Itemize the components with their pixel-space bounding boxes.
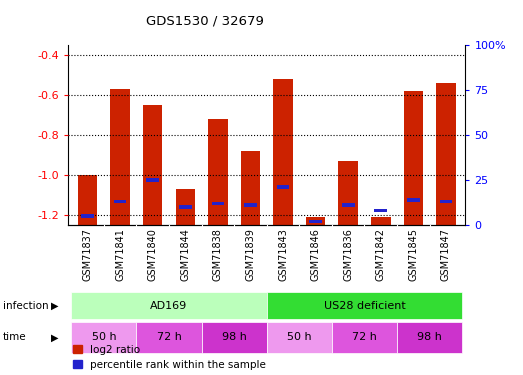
Text: 50 h: 50 h [287, 333, 312, 342]
Bar [277, 185, 289, 189]
Bar [81, 214, 94, 218]
Bar [439, 200, 452, 203]
Text: GSM71840: GSM71840 [147, 228, 158, 281]
FancyBboxPatch shape [397, 322, 462, 352]
Text: GSM71843: GSM71843 [278, 228, 288, 281]
Bar [342, 203, 355, 207]
Bar [436, 83, 456, 225]
Bar [179, 205, 191, 209]
Bar [143, 105, 163, 225]
Text: GSM71838: GSM71838 [213, 228, 223, 281]
Bar [338, 161, 358, 225]
Text: ▶: ▶ [51, 333, 59, 342]
Bar [176, 189, 195, 225]
Bar [309, 220, 322, 223]
Text: GSM71844: GSM71844 [180, 228, 190, 281]
Text: 72 h: 72 h [352, 333, 377, 342]
Bar [78, 175, 97, 225]
FancyBboxPatch shape [137, 322, 201, 352]
Text: GSM71839: GSM71839 [245, 228, 255, 281]
Bar [371, 217, 391, 225]
Bar [306, 217, 325, 225]
FancyBboxPatch shape [332, 322, 397, 352]
FancyBboxPatch shape [201, 322, 267, 352]
FancyBboxPatch shape [71, 292, 267, 319]
Bar [208, 119, 228, 225]
Text: ▶: ▶ [51, 301, 59, 310]
Text: 50 h: 50 h [92, 333, 116, 342]
Bar [404, 91, 423, 225]
Text: 72 h: 72 h [156, 333, 181, 342]
Bar [244, 203, 257, 207]
Text: infection: infection [3, 301, 48, 310]
Text: GSM71837: GSM71837 [83, 228, 93, 281]
Text: 98 h: 98 h [417, 333, 442, 342]
FancyBboxPatch shape [267, 322, 332, 352]
Text: GSM71846: GSM71846 [311, 228, 321, 281]
Text: US28 deficient: US28 deficient [324, 301, 405, 310]
Bar [241, 151, 260, 225]
Bar [374, 209, 387, 212]
Bar [110, 89, 130, 225]
Text: GSM71836: GSM71836 [343, 228, 353, 281]
Text: GSM71841: GSM71841 [115, 228, 125, 281]
Text: 98 h: 98 h [222, 333, 246, 342]
Text: GDS1530 / 32679: GDS1530 / 32679 [146, 15, 264, 28]
Text: AD169: AD169 [151, 301, 188, 310]
Text: GSM71847: GSM71847 [441, 228, 451, 281]
Text: GSM71842: GSM71842 [376, 228, 386, 281]
FancyBboxPatch shape [267, 292, 462, 319]
Text: time: time [3, 333, 26, 342]
FancyBboxPatch shape [71, 322, 137, 352]
Bar [273, 79, 293, 225]
Bar [211, 202, 224, 205]
Text: GSM71845: GSM71845 [408, 228, 418, 281]
Bar [407, 198, 419, 202]
Bar [146, 178, 159, 182]
Bar [114, 200, 127, 203]
Legend: log2 ratio, percentile rank within the sample: log2 ratio, percentile rank within the s… [73, 345, 266, 370]
